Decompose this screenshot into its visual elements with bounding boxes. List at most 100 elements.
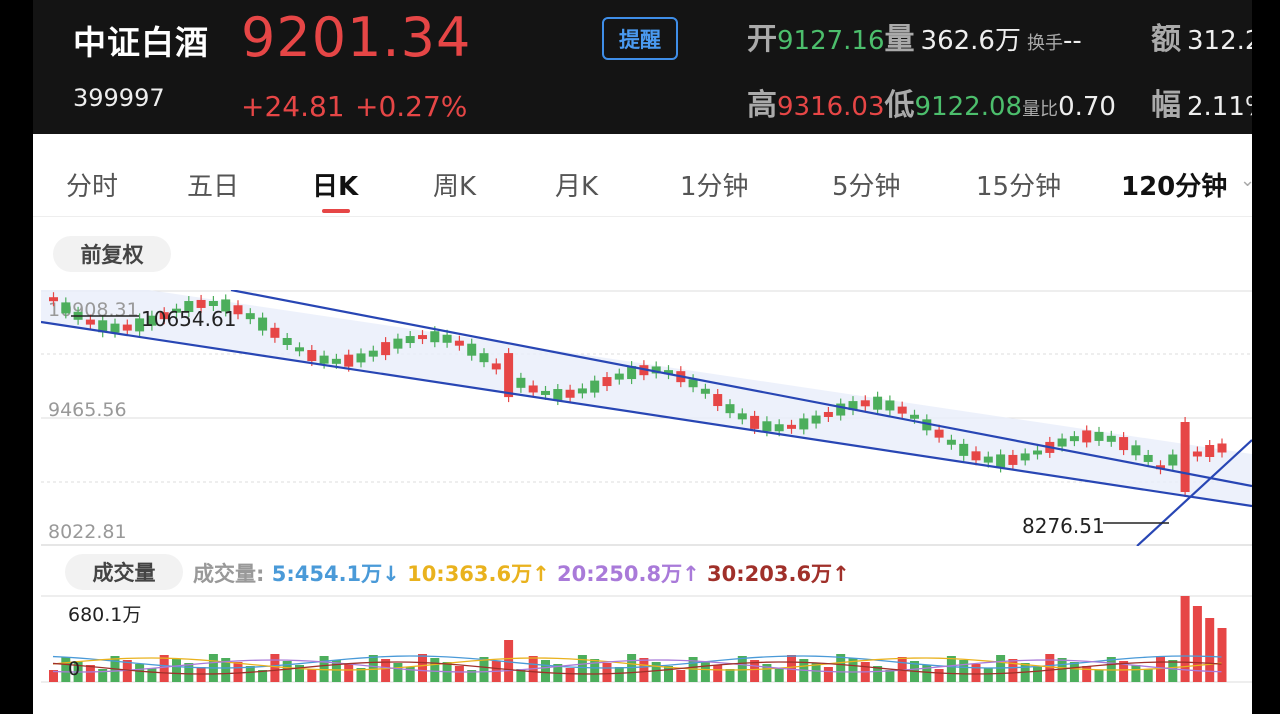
- active-tab-indicator: [322, 209, 350, 213]
- candle: [1008, 454, 1018, 465]
- candle: [996, 454, 1006, 468]
- volume-bar: [848, 658, 858, 682]
- chevron-down-icon[interactable]: ⌄: [1240, 170, 1252, 191]
- price-change-pct: +0.27%: [355, 90, 468, 123]
- volume-bar: [787, 655, 796, 682]
- tab-weekly-k[interactable]: 周K: [433, 172, 477, 202]
- volume-bar: [639, 658, 649, 682]
- candle: [602, 377, 612, 387]
- ma20-value: 20:250.8万: [557, 562, 683, 586]
- candle: [184, 301, 194, 313]
- candle: [356, 353, 366, 363]
- tab-5min[interactable]: 5分钟: [832, 172, 901, 202]
- ma10-value: 10:363.6万: [407, 562, 533, 586]
- volume-bar: [1094, 670, 1104, 682]
- y-tick-label: 9465.56: [48, 399, 127, 421]
- candle: [233, 305, 243, 315]
- candle: [122, 324, 132, 331]
- index-code: 399997: [73, 84, 165, 112]
- volume-bar: [700, 661, 710, 682]
- volume-bar: [762, 664, 772, 682]
- volume-bar: [221, 658, 231, 682]
- volume-bar: [725, 669, 735, 682]
- candle: [910, 414, 919, 419]
- volume-value: 362.6万: [920, 26, 1021, 56]
- candle: [430, 331, 440, 343]
- candle: [553, 389, 563, 401]
- candle: [1106, 435, 1116, 442]
- candle: [934, 429, 944, 438]
- candle: [885, 400, 895, 411]
- candle: [61, 302, 71, 314]
- volume-chart[interactable]: 680.1万 0: [41, 595, 1252, 685]
- volume-bar: [1180, 596, 1190, 682]
- turnover-label: 换手: [1026, 33, 1063, 54]
- stock-app: 中证白酒 399997 9201.34 +24.81 +0.27% 提醒 开91…: [33, 0, 1252, 714]
- volume-bar: [516, 669, 526, 682]
- candle: [836, 403, 846, 416]
- candle: [664, 370, 673, 375]
- volume-bar: [504, 640, 514, 682]
- candle: [147, 315, 157, 326]
- candle: [504, 353, 514, 398]
- candle: [983, 456, 993, 463]
- tab-five-day[interactable]: 五日: [187, 172, 240, 202]
- volume-bar: [811, 663, 821, 682]
- tab-120min[interactable]: 120分钟: [1121, 172, 1228, 202]
- candle: [860, 400, 870, 407]
- tab-intraday[interactable]: 分时: [66, 172, 119, 202]
- open-value: 9127.16: [777, 26, 885, 56]
- arrow-up-icon: ↑: [682, 562, 700, 586]
- arrow-down-icon: ↓: [382, 562, 400, 586]
- candle: [799, 418, 809, 430]
- alert-button[interactable]: 提醒: [602, 17, 678, 60]
- candle: [221, 299, 231, 312]
- adjust-toggle[interactable]: 前复权: [53, 236, 171, 272]
- volume-bar: [479, 657, 489, 682]
- volume-bar: [1033, 667, 1042, 682]
- tab-monthly-k[interactable]: 月K: [555, 172, 599, 202]
- candle: [1168, 454, 1178, 466]
- volume-bar: [282, 661, 292, 682]
- vol-ratio-value: 0.70: [1058, 92, 1116, 122]
- amplitude-label: 幅: [1151, 88, 1181, 123]
- volume-tag[interactable]: 成交量: [65, 554, 183, 590]
- candle: [1119, 437, 1129, 451]
- volume-bar: [922, 665, 932, 682]
- volume-bar: [49, 670, 58, 682]
- candle: [454, 340, 464, 346]
- candle: [762, 421, 772, 432]
- candle: [479, 353, 489, 363]
- volume-bar: [959, 660, 969, 682]
- candle: [98, 320, 108, 333]
- tab-daily-k[interactable]: 日K: [312, 172, 359, 202]
- candle: [1057, 438, 1067, 447]
- candle: [774, 424, 784, 432]
- candle: [1082, 430, 1092, 443]
- volume-bar: [356, 668, 366, 682]
- candle: [135, 318, 145, 332]
- price-change: +24.81: [241, 90, 345, 123]
- candle: [307, 350, 317, 362]
- amplitude-value: 2.11%: [1187, 92, 1252, 122]
- volume-bar: [602, 663, 612, 682]
- tab-1min[interactable]: 1分钟: [680, 172, 749, 202]
- turnover-value: --: [1062, 26, 1082, 56]
- tab-15min[interactable]: 15分钟: [976, 172, 1062, 202]
- volume-prefix: 成交量:: [193, 562, 265, 586]
- candle: [344, 354, 354, 367]
- candle: [516, 377, 526, 388]
- volume-bar: [245, 666, 255, 682]
- volume-bar: [319, 656, 329, 682]
- volume-bar: [184, 663, 194, 682]
- volume-bar: [307, 669, 317, 682]
- volume-bar: [1119, 661, 1129, 682]
- volume-bar: [1143, 669, 1153, 682]
- candle: [590, 380, 600, 393]
- candle: [1192, 451, 1202, 457]
- candle: [959, 443, 969, 456]
- candle: [1205, 445, 1215, 457]
- volume-ma-line: [52, 655, 1222, 669]
